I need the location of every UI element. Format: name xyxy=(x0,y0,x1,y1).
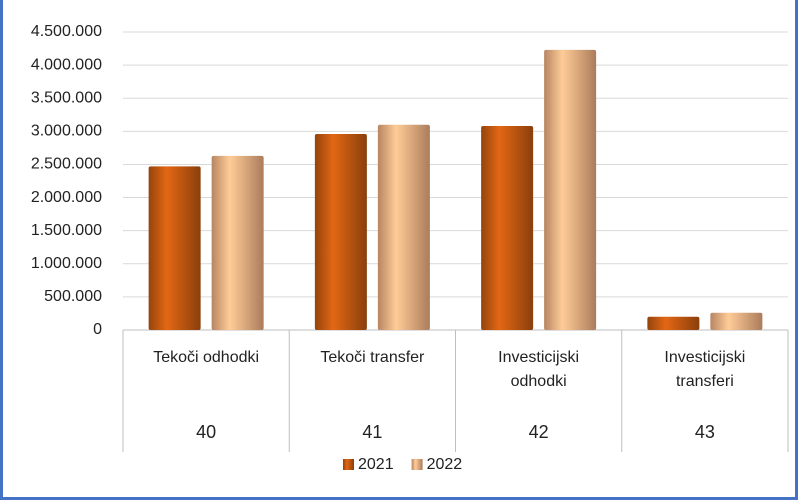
x-code-label: 41 xyxy=(362,422,383,442)
legend-label: 2022 xyxy=(427,456,463,473)
x-category-label: Tekoči odhodki xyxy=(153,349,260,366)
y-tick-label: 2.000.000 xyxy=(31,189,102,206)
bar xyxy=(377,124,430,330)
y-tick-label: 1.500.000 xyxy=(31,222,102,239)
legend-swatch xyxy=(343,459,354,470)
y-tick-label: 4.000.000 xyxy=(31,56,102,73)
y-tick-label: 0 xyxy=(93,321,102,338)
y-tick-label: 4.500.000 xyxy=(31,23,102,40)
y-tick-label: 3.000.000 xyxy=(31,123,102,140)
bar xyxy=(544,49,597,330)
x-code-label: 42 xyxy=(528,422,549,442)
bar xyxy=(710,312,763,330)
bar xyxy=(314,133,367,330)
y-tick-label: 1.000.000 xyxy=(31,255,102,272)
bar xyxy=(148,166,201,330)
y-tick-label: 3.500.000 xyxy=(31,89,102,106)
x-category-label: Investicijski odhodki xyxy=(498,349,580,390)
legend-label: 2021 xyxy=(358,456,394,473)
x-category-label: Investicijski transferi xyxy=(664,349,746,390)
x-category-label: Tekoči transfer xyxy=(320,349,425,366)
x-code-label: 40 xyxy=(196,422,217,442)
chart: 0 500.000 1.000.000 1.500.000 2.000.000 2.500… xyxy=(31,23,789,473)
y-tick-label: 500.000 xyxy=(44,288,102,305)
x-code-label: 43 xyxy=(694,422,715,442)
y-tick-label: 2.500.000 xyxy=(31,156,102,173)
bar xyxy=(647,316,700,330)
bar xyxy=(211,155,264,330)
legend-swatch xyxy=(411,459,423,470)
bar xyxy=(481,126,534,330)
